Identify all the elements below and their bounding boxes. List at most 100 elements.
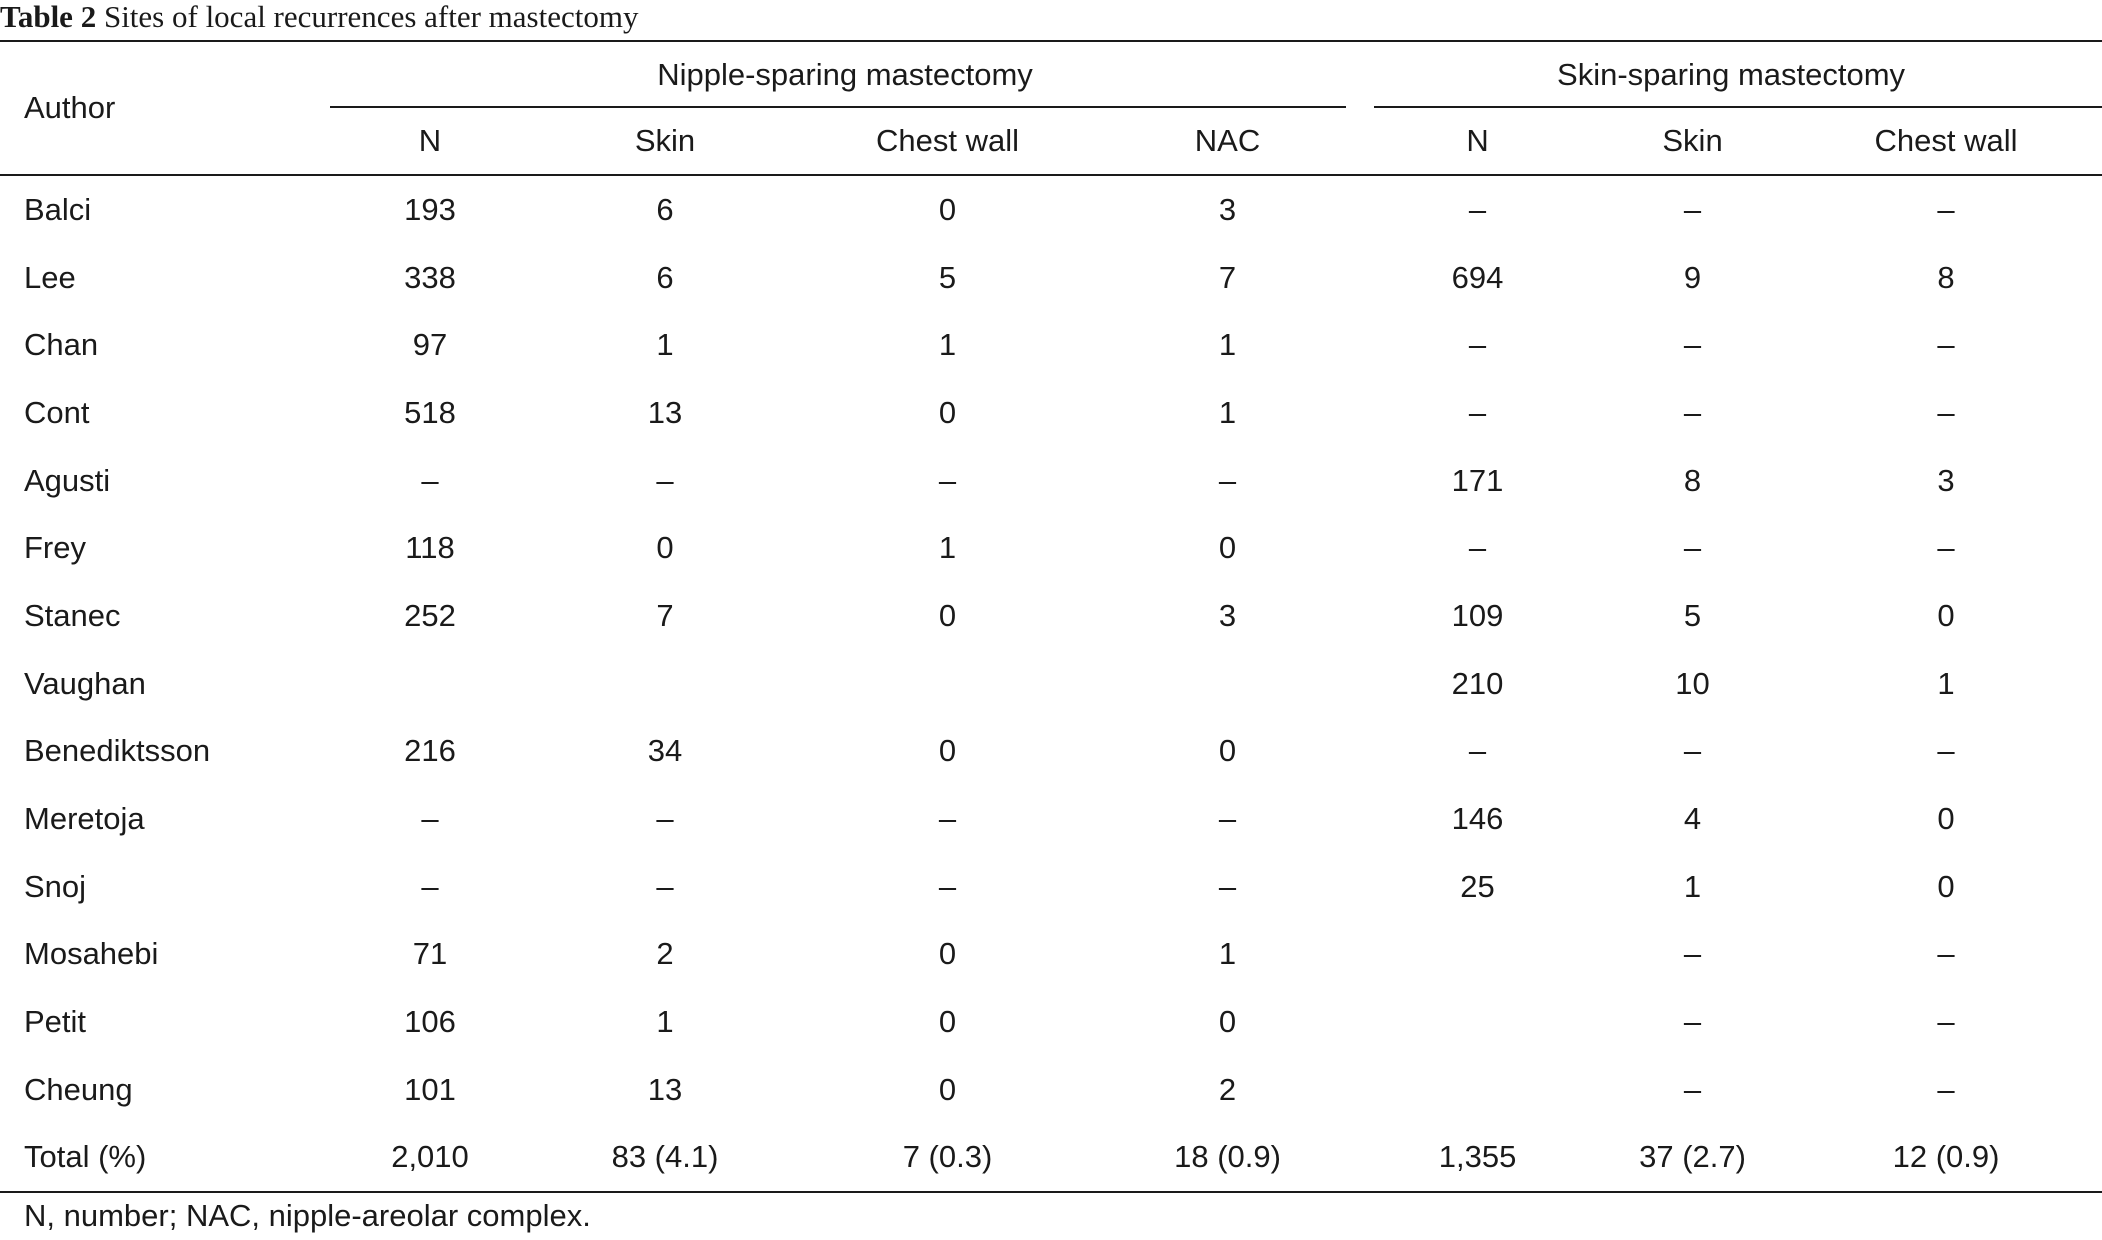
- author-cell: Lee: [24, 259, 76, 295]
- cell-nsm-nac: 0: [1218, 530, 1237, 566]
- cell-ssm-chest-wall: –: [1937, 191, 1955, 227]
- cell-nsm-n: 338: [404, 259, 456, 295]
- cell-nsm-n: 193: [404, 191, 456, 227]
- author-cell: Benediktsson: [24, 733, 211, 769]
- cell-nsm-skin: –: [656, 868, 674, 904]
- column-header-nsm-n: N: [418, 123, 442, 158]
- cell-ssm-n: 171: [1451, 462, 1504, 498]
- table-row: Stanec 252 7 0 3 109 5 0: [0, 582, 2102, 650]
- cell-ssm-chest-wall: 0: [1937, 868, 1955, 904]
- cell-nsm-n: 216: [404, 733, 456, 769]
- cell-nsm-skin: 2: [656, 936, 674, 972]
- cell-nsm-skin: 6: [656, 259, 674, 295]
- table-caption-label: Table 2: [0, 0, 97, 34]
- cell-nsm-nac: 3: [1218, 597, 1237, 633]
- cell-nsm-nac: [1095, 650, 1360, 718]
- author-cell: Balci: [24, 191, 92, 227]
- cell-nsm-nac: 1: [1218, 936, 1237, 972]
- cell-ssm-skin: 1: [1683, 868, 1702, 904]
- cell-nsm-nac: 2: [1218, 1071, 1237, 1107]
- author-cell: Frey: [24, 530, 86, 566]
- cell-nsm-skin: 13: [647, 394, 683, 430]
- author-cell: Chan: [24, 327, 99, 363]
- table-row: Cont 518 13 0 1 – – –: [0, 379, 2102, 447]
- cell-ssm-chest-wall: –: [1937, 1071, 1955, 1107]
- cell-nsm-skin: 1: [656, 1004, 674, 1040]
- cell-nsm-chest-wall: 1: [938, 327, 957, 363]
- cell-ssm-n: 210: [1451, 665, 1504, 701]
- cell-nsm-chest-wall: 0: [938, 1004, 957, 1040]
- table-row: Chan 97 1 1 1 – – –: [0, 311, 2102, 379]
- cell-ssm-skin: –: [1683, 733, 1702, 769]
- cell-nsm-skin: 6: [656, 191, 674, 227]
- column-header-nsm-chest-wall: Chest wall: [876, 123, 1019, 158]
- cell-ssm-chest-wall: 8: [1937, 259, 1955, 295]
- author-cell: Snoj: [24, 868, 87, 904]
- cell-ssm-skin: –: [1683, 394, 1702, 430]
- cell-ssm-chest-wall: –: [1937, 733, 1955, 769]
- author-cell: Total (%): [24, 1139, 147, 1175]
- cell-nsm-n: 2,010: [391, 1139, 469, 1175]
- cell-ssm-n: –: [1468, 327, 1487, 363]
- author-column-header: Author: [24, 90, 116, 125]
- cell-ssm-chest-wall: 12 (0.9): [1892, 1139, 2000, 1175]
- nipple-sparing-group-header: Nipple-sparing mastectomy: [330, 41, 1360, 108]
- cell-ssm-n: –: [1468, 733, 1487, 769]
- cell-ssm-chest-wall: –: [1937, 1004, 1955, 1040]
- cell-nsm-nac: 0: [1218, 1004, 1237, 1040]
- cell-nsm-nac: 3: [1218, 191, 1237, 227]
- cell-ssm-chest-wall: 0: [1937, 597, 1955, 633]
- cell-nsm-chest-wall: 1: [938, 530, 957, 566]
- cell-nsm-chest-wall: 0: [938, 1071, 957, 1107]
- cell-nsm-chest-wall: –: [938, 801, 957, 837]
- table-caption: Table 2 Sites of local recurrences after…: [0, 0, 638, 40]
- table-row: Cheung 101 13 0 2 – –: [0, 1056, 2102, 1124]
- cell-ssm-n: [1360, 1056, 1595, 1124]
- cell-nsm-skin: [530, 650, 800, 718]
- cell-nsm-skin: 13: [647, 1071, 683, 1107]
- cell-ssm-n: 1,355: [1438, 1139, 1517, 1175]
- cell-ssm-skin: 5: [1683, 597, 1702, 633]
- table-row: Mosahebi 71 2 0 1 – –: [0, 921, 2102, 989]
- cell-nsm-n: 97: [412, 327, 448, 363]
- cell-ssm-skin: 8: [1683, 462, 1702, 498]
- table-row: Snoj – – – – 25 1 0: [0, 853, 2102, 921]
- cell-nsm-n: 71: [412, 936, 448, 972]
- cell-ssm-skin: –: [1683, 191, 1702, 227]
- cell-nsm-chest-wall: 5: [938, 259, 957, 295]
- table-row: Balci 193 6 0 3 – – –: [0, 175, 2102, 244]
- cell-ssm-chest-wall: –: [1937, 327, 1955, 363]
- table-row: Agusti – – – – 171 8 3: [0, 447, 2102, 515]
- cell-ssm-skin: 37 (2.7): [1639, 1139, 1746, 1175]
- cell-nsm-chest-wall: 7 (0.3): [902, 1139, 993, 1175]
- skin-sparing-group-header: Skin-sparing mastectomy: [1360, 41, 2102, 108]
- cell-ssm-skin: 4: [1683, 801, 1702, 837]
- cell-nsm-n: 518: [404, 394, 456, 430]
- column-header-ssm-skin: Skin: [1662, 123, 1723, 158]
- cell-ssm-n: 109: [1451, 597, 1504, 633]
- cell-ssm-n: [1360, 988, 1595, 1056]
- cell-ssm-skin: 9: [1683, 259, 1702, 295]
- cell-nsm-n: [330, 650, 530, 718]
- cell-ssm-skin: –: [1683, 1071, 1702, 1107]
- table-row: Benediktsson 216 34 0 0 – – –: [0, 718, 2102, 786]
- cell-nsm-chest-wall: [800, 650, 1095, 718]
- cell-nsm-nac: 1: [1218, 394, 1237, 430]
- table-row: Petit 106 1 0 0 – –: [0, 988, 2102, 1056]
- recurrence-table: Author Nipple-sparing mastectomy Skin-sp…: [0, 40, 2102, 1193]
- cell-nsm-nac: 0: [1218, 733, 1237, 769]
- cell-ssm-n: –: [1468, 394, 1487, 430]
- author-cell: Meretoja: [24, 801, 145, 837]
- cell-ssm-skin: –: [1683, 327, 1702, 363]
- column-header-ssm-chest-wall: Chest wall: [1874, 123, 2018, 158]
- cell-ssm-n: 25: [1460, 868, 1495, 904]
- cell-nsm-skin: 34: [647, 733, 683, 769]
- table-row: Frey 118 0 1 0 – – –: [0, 514, 2102, 582]
- cell-nsm-n: –: [421, 462, 439, 498]
- table-body: Balci 193 6 0 3– – – Lee 338 6 5 7 694 9 8 Chan 97 1 1 1– – –…: [0, 175, 2102, 1193]
- author-cell: Mosahebi: [24, 936, 159, 972]
- author-cell: Cheung: [24, 1071, 133, 1107]
- cell-nsm-skin: 7: [656, 597, 674, 633]
- table-caption-text: Sites of local recurrences after mastect…: [103, 0, 639, 34]
- table-row: Vaughan 210 10 1: [0, 650, 2102, 718]
